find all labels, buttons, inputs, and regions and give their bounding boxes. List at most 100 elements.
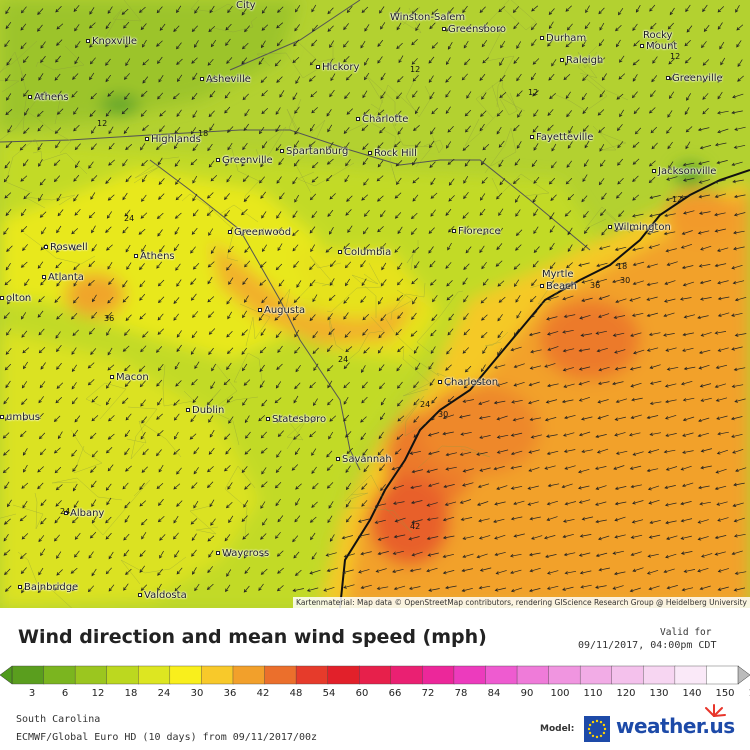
wind-arrow [156, 430, 164, 437]
wind-arrow [274, 481, 282, 489]
wind-arrow [308, 141, 316, 148]
wind-arrow [157, 56, 163, 64]
wind-arrow [225, 584, 231, 593]
wind-arrow [632, 567, 644, 572]
wind-arrow [275, 107, 281, 115]
wind-arrow [513, 263, 521, 270]
wind-arrow [226, 396, 234, 403]
wind-arrow [260, 550, 268, 558]
county-border [406, 240, 419, 271]
wind-arrow [397, 381, 403, 389]
wind-arrow [57, 209, 64, 217]
wind-arrow [392, 501, 405, 505]
wind-arrow [683, 366, 696, 371]
wind-arrow [91, 415, 99, 422]
color-scale-cell [264, 665, 297, 685]
wind-arrow [498, 208, 504, 217]
wind-arrow [260, 159, 266, 168]
wind-arrow [71, 364, 77, 372]
wind-arrow [56, 90, 62, 99]
wind-arrow [328, 294, 336, 301]
wind-arrow [276, 450, 282, 458]
county-border [204, 388, 240, 446]
wind-arrow [360, 551, 372, 556]
county-border [25, 110, 72, 154]
wind-arrow [4, 161, 11, 169]
wind-arrow [24, 278, 30, 287]
wind-arrow [207, 466, 214, 473]
wind-arrow [481, 364, 486, 373]
wind-arrow [682, 416, 695, 422]
wind-arrow [193, 500, 199, 509]
wind-arrow [138, 6, 146, 13]
wind-arrow [190, 278, 197, 286]
wind-arrow [242, 175, 249, 183]
wind-arrow [259, 346, 267, 354]
scale-right-arrow [737, 665, 750, 685]
wind-arrow [360, 296, 367, 303]
wind-arrow [56, 225, 62, 234]
wind-arrow [651, 75, 658, 83]
wind-arrow [4, 481, 10, 490]
wind-arrow [582, 174, 588, 183]
wind-arrow [380, 243, 387, 250]
wind-arrow [194, 40, 199, 48]
wind-arrow [732, 280, 745, 285]
wind-arrow [377, 39, 384, 47]
wind-arrow [428, 362, 434, 370]
wind-arrow [715, 397, 728, 402]
wind-arrow [697, 519, 709, 524]
wind-arrow [242, 533, 250, 540]
wind-arrow [223, 379, 231, 386]
county-border [344, 474, 386, 503]
wind-arrow [562, 329, 574, 334]
wind-arrow [209, 75, 216, 83]
flag-star [602, 723, 606, 727]
wind-arrow [73, 4, 80, 12]
wind-arrow [309, 569, 321, 575]
map-attribution: Kartenmaterial: Map data © OpenStreetMap… [293, 597, 750, 608]
wind-arrow [464, 159, 471, 167]
wind-arrow [679, 194, 692, 199]
wind-arrow [37, 124, 44, 132]
wind-arrow [74, 56, 80, 65]
wind-arrow [460, 431, 472, 436]
color-scale-cell [74, 665, 108, 685]
wind-arrow [647, 553, 659, 558]
wind-arrow [91, 126, 96, 134]
color-scale-cell [516, 665, 550, 685]
wind-arrow [415, 106, 420, 115]
wind-arrow [309, 58, 316, 66]
wind-arrow [647, 449, 660, 454]
wind-arrow [547, 483, 560, 488]
wind-arrow [156, 346, 163, 353]
wind-arrow [667, 110, 673, 118]
wind-arrow [482, 346, 488, 355]
wind-arrow [326, 158, 334, 165]
wind-map: Knoxville Winston-Salem Greensboro Durha… [0, 0, 750, 608]
wind-arrow [192, 110, 198, 119]
wind-arrow [717, 312, 730, 317]
wind-arrow [601, 228, 608, 236]
wind-arrow [430, 127, 436, 135]
wind-arrow [361, 396, 368, 404]
wind-arrow [495, 570, 507, 575]
wind-arrow [294, 447, 300, 456]
wind-arrow [617, 178, 624, 185]
wind-arrow [107, 364, 115, 371]
wind-arrow [431, 396, 438, 404]
wind-arrow [585, 5, 590, 14]
city-marker [608, 225, 612, 229]
brand-logo[interactable]: weather.us [616, 714, 735, 738]
wind-arrow [463, 191, 469, 200]
wind-arrow [513, 124, 520, 132]
wind-arrow [413, 431, 421, 438]
wind-arrow [380, 484, 386, 492]
wind-arrow [561, 483, 573, 489]
wind-arrow [71, 90, 78, 98]
city-marker [452, 229, 456, 233]
wind-arrow [139, 500, 147, 507]
wind-arrow [632, 23, 638, 31]
wind-arrow [463, 176, 469, 184]
wind-arrow [408, 586, 421, 591]
